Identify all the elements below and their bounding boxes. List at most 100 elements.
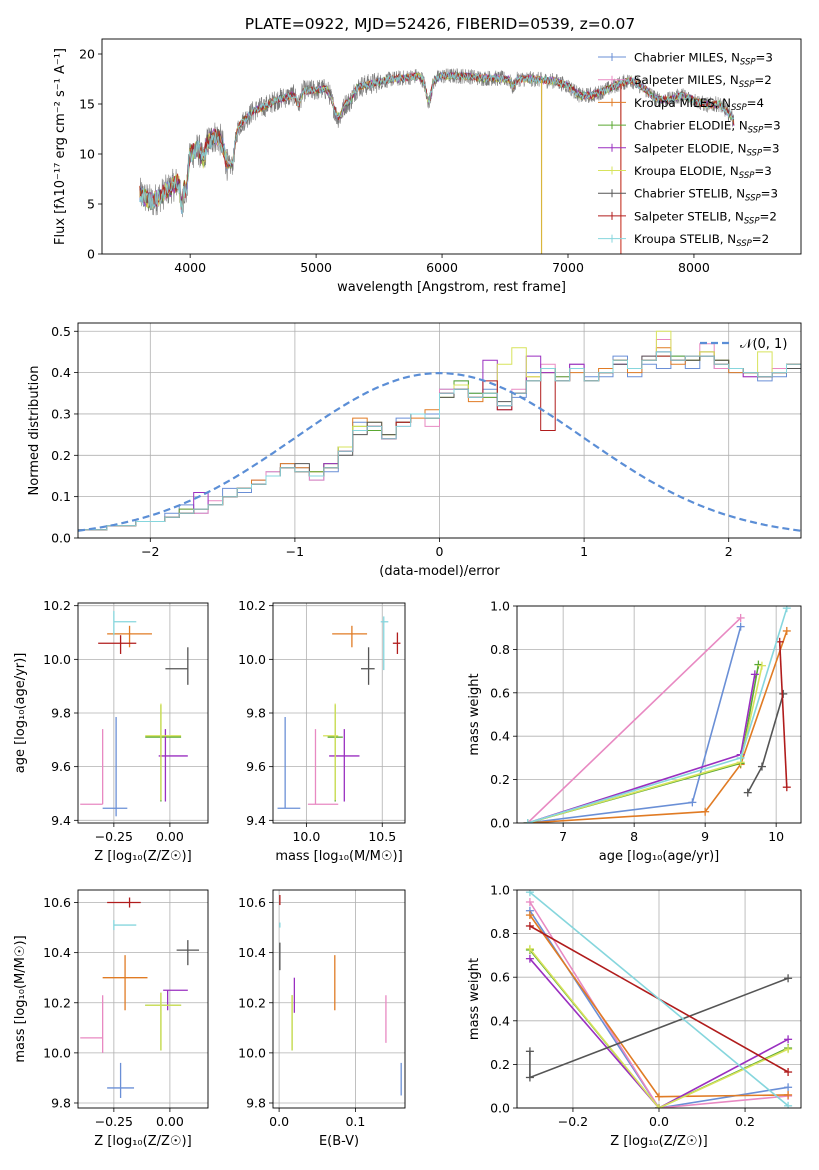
legend-text: Chabrier MILES, N — [634, 51, 740, 65]
y-tick-label: 10.6 — [43, 895, 71, 910]
x-tick-label: 10.5 — [368, 829, 396, 844]
x-axis-label: age [log₁₀(age/yr)] — [599, 849, 720, 864]
y-tick-label: 9.6 — [246, 759, 266, 774]
weight-series — [529, 948, 789, 1108]
y-tick-label: 10.2 — [238, 995, 266, 1010]
x-tick-label: −0.25 — [95, 829, 133, 844]
weight-vs-age-lines — [523, 606, 791, 823]
y-tick-label: 0.2 — [490, 772, 510, 787]
mass-vs-EBV-points — [279, 895, 402, 1096]
weight-vs-age-frame — [516, 605, 802, 824]
y-tick-label: 0.0 — [490, 816, 510, 831]
y-tick-label: 10 — [79, 147, 95, 162]
mass-vs-EBV-axes: 0.0 0.1 9.8 10.0 10.2 10.4 10.6 E(B-V) — [238, 890, 405, 1149]
x-axis-label: wavelength [Angstrom, rest frame] — [337, 280, 566, 295]
legend-entry: Salpeter STELIB, NSSP=2 — [634, 209, 777, 226]
y-tick-label: 15 — [79, 97, 95, 112]
x-tick-label: −1 — [286, 544, 304, 559]
y-tick-label: 10.2 — [238, 598, 266, 613]
legend-text: Salpeter ELODIE, N — [634, 141, 746, 155]
y-tick-label: 0.2 — [490, 1057, 510, 1072]
weight-series — [529, 958, 789, 1108]
age-vs-mass-frame — [272, 602, 406, 824]
y-tick-label: 0.0 — [51, 531, 71, 546]
x-axis-label: (data-model)/error — [379, 564, 500, 579]
legend-text: Salpeter STELIB, N — [634, 209, 744, 223]
spectrum-lines — [139, 68, 735, 254]
y-tick-label: 10.4 — [43, 945, 71, 960]
weight-vs-Z-frame — [516, 889, 802, 1109]
y-tick-label: 0.4 — [490, 729, 510, 744]
weight-series — [529, 901, 789, 1108]
y-tick-label: 10.6 — [238, 895, 266, 910]
weight-vs-Z-axes: −0.2 0.0 0.2 0.0 0.2 0.4 0.6 0.8 1.0 Z [log₁₀(Z/Z… — [467, 883, 801, 1149]
y-tick-label: 1.0 — [490, 883, 510, 898]
weight-vs-age-axes: 7 8 9 10 0.0 0.2 0.4 0.6 0.8 1.0 age [log₁₀(age/yr… — [467, 599, 801, 864]
y-axis-label: mass [log₁₀(M/M☉)] — [13, 935, 28, 1062]
x-axis-label: mass [log₁₀(M/M☉)] — [275, 849, 402, 864]
y-tick-label: 10.2 — [43, 995, 71, 1010]
legend-subscript: SSP — [744, 216, 760, 226]
y-tick-label: 9.8 — [246, 706, 266, 721]
x-tick-label: −0.2 — [558, 1114, 588, 1129]
legend-subscript: SSP — [740, 58, 756, 68]
x-tick-label: 0.00 — [156, 1114, 184, 1129]
normal-curve — [78, 371, 801, 532]
histogram-series — [78, 351, 801, 531]
histogram-series — [78, 351, 801, 531]
y-tick-label: 10.2 — [43, 598, 71, 613]
histogram-series — [78, 355, 801, 531]
y-tick-label: 0.6 — [490, 685, 510, 700]
x-tick-label: 10.0 — [292, 829, 320, 844]
legend-text: Chabrier STELIB, N — [634, 187, 745, 201]
y-tick-label: 10.0 — [43, 1045, 71, 1060]
y-tick-label: 9.8 — [51, 1095, 71, 1110]
age-vs-mass-points — [277, 616, 401, 809]
weight-series — [778, 641, 788, 788]
x-tick-label: 0.00 — [156, 829, 184, 844]
y-tick-label: 1.0 — [490, 599, 510, 614]
histogram-series — [78, 351, 801, 531]
x-tick-label: 7000 — [552, 260, 584, 275]
histogram-frame — [77, 322, 802, 539]
y-tick-label: 9.4 — [246, 813, 266, 828]
x-tick-label: 0.0 — [269, 1114, 289, 1129]
legend-text: Salpeter MILES, N — [634, 73, 739, 87]
legend-normal-label: 𝒩(0, 1) — [740, 337, 787, 352]
x-tick-label: 0 — [436, 544, 444, 559]
legend-text: Chabrier ELODIE, N — [634, 119, 748, 133]
legend-entry: Chabrier MILES, NSSP=3 — [634, 51, 773, 68]
legend-entry: Chabrier STELIB, NSSP=3 — [634, 187, 778, 204]
age-vs-mass-axes: 10.0 10.5 9.4 9.6 9.8 10.0 10.2 mass [log₁₀(M/M… — [238, 598, 405, 864]
y-tick-label: 0.8 — [490, 926, 510, 941]
y-axis-label: mass weight — [467, 673, 482, 755]
weight-vs-Z-lines — [525, 890, 793, 1108]
legend-text: Kroupa STELIB, N — [634, 232, 736, 246]
age-vs-Z-points — [80, 611, 189, 817]
y-axis-label: age [log₁₀(age/yr)] — [13, 653, 28, 774]
weight-series — [529, 891, 789, 1107]
x-tick-label: −0.25 — [95, 1114, 133, 1129]
y-tick-label: 0.4 — [51, 365, 71, 380]
legend-subscript: SSP — [731, 103, 747, 113]
legend-subscript: SSP — [748, 126, 764, 136]
y-tick-label: 0.8 — [490, 642, 510, 657]
mass-vs-EBV-frame — [272, 889, 406, 1109]
x-axis-label: Z [log₁₀(Z/Z☉)] — [94, 1134, 191, 1149]
y-axis-label: mass weight — [467, 958, 482, 1040]
x-tick-label: 2 — [725, 544, 733, 559]
x-tick-label: −2 — [141, 544, 159, 559]
y-axis-label: Flux [fλ10⁻¹⁷ erg cm⁻² s⁻¹ A⁻¹] — [53, 48, 68, 245]
legend-entry: Salpeter MILES, NSSP=2 — [634, 73, 772, 90]
x-tick-label: 7 — [559, 829, 567, 844]
y-tick-label: 20 — [79, 47, 95, 62]
age-vs-Z-frame — [77, 602, 209, 824]
legend-subscript: SSP — [745, 194, 761, 204]
legend-entry: Salpeter ELODIE, NSSP=3 — [634, 141, 779, 158]
mass-vs-Z-frame — [77, 889, 209, 1109]
x-tick-label: 10 — [768, 829, 784, 844]
y-tick-label: 5 — [87, 197, 95, 212]
